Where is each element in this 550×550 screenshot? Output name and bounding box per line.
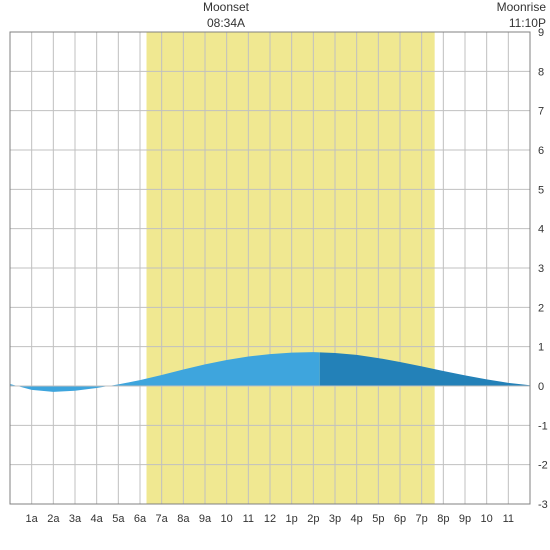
svg-text:11: 11 [503, 513, 514, 525]
svg-text:2: 2 [538, 302, 544, 314]
moonset-time: 08:34A [186, 16, 266, 32]
svg-text:2a: 2a [47, 513, 60, 525]
svg-text:8: 8 [538, 66, 544, 78]
svg-text:5p: 5p [372, 513, 384, 525]
svg-text:4: 4 [538, 224, 544, 236]
moonset-label: Moonset [186, 0, 266, 16]
svg-text:5a: 5a [112, 513, 125, 525]
svg-text:8a: 8a [177, 513, 190, 525]
svg-text:7p: 7p [416, 513, 428, 525]
svg-text:0: 0 [538, 381, 544, 393]
svg-text:2p: 2p [307, 513, 319, 525]
svg-text:4a: 4a [91, 513, 104, 525]
svg-text:12: 12 [264, 513, 276, 525]
chart-svg: -3-2-101234567891a2a3a4a5a6a7a8a9a101112… [0, 0, 550, 550]
svg-text:8p: 8p [437, 513, 449, 525]
svg-text:-1: -1 [538, 420, 548, 432]
svg-text:6p: 6p [394, 513, 406, 525]
svg-text:3p: 3p [329, 513, 341, 525]
svg-text:11: 11 [243, 513, 254, 525]
svg-text:1a: 1a [26, 513, 39, 525]
svg-text:-3: -3 [538, 499, 548, 511]
moonrise-label: Moonrise [476, 0, 546, 16]
moonrise-header: Moonrise 11:10P [476, 0, 546, 31]
svg-text:1: 1 [538, 342, 544, 354]
tide-chart: Moonset 08:34A Moonrise 11:10P -3-2-1012… [0, 0, 550, 550]
moonset-header: Moonset 08:34A [186, 0, 266, 31]
svg-text:10: 10 [481, 513, 493, 525]
svg-text:5: 5 [538, 184, 544, 196]
svg-text:-2: -2 [538, 460, 548, 472]
svg-text:1p: 1p [286, 513, 298, 525]
svg-text:7a: 7a [156, 513, 169, 525]
svg-text:9p: 9p [459, 513, 471, 525]
svg-text:6: 6 [538, 145, 544, 157]
svg-text:10: 10 [221, 513, 233, 525]
svg-text:6a: 6a [134, 513, 147, 525]
moonrise-time: 11:10P [476, 16, 546, 32]
svg-text:9a: 9a [199, 513, 212, 525]
svg-text:3a: 3a [69, 513, 82, 525]
svg-text:4p: 4p [351, 513, 363, 525]
svg-text:7: 7 [538, 106, 544, 118]
svg-text:3: 3 [538, 263, 544, 275]
